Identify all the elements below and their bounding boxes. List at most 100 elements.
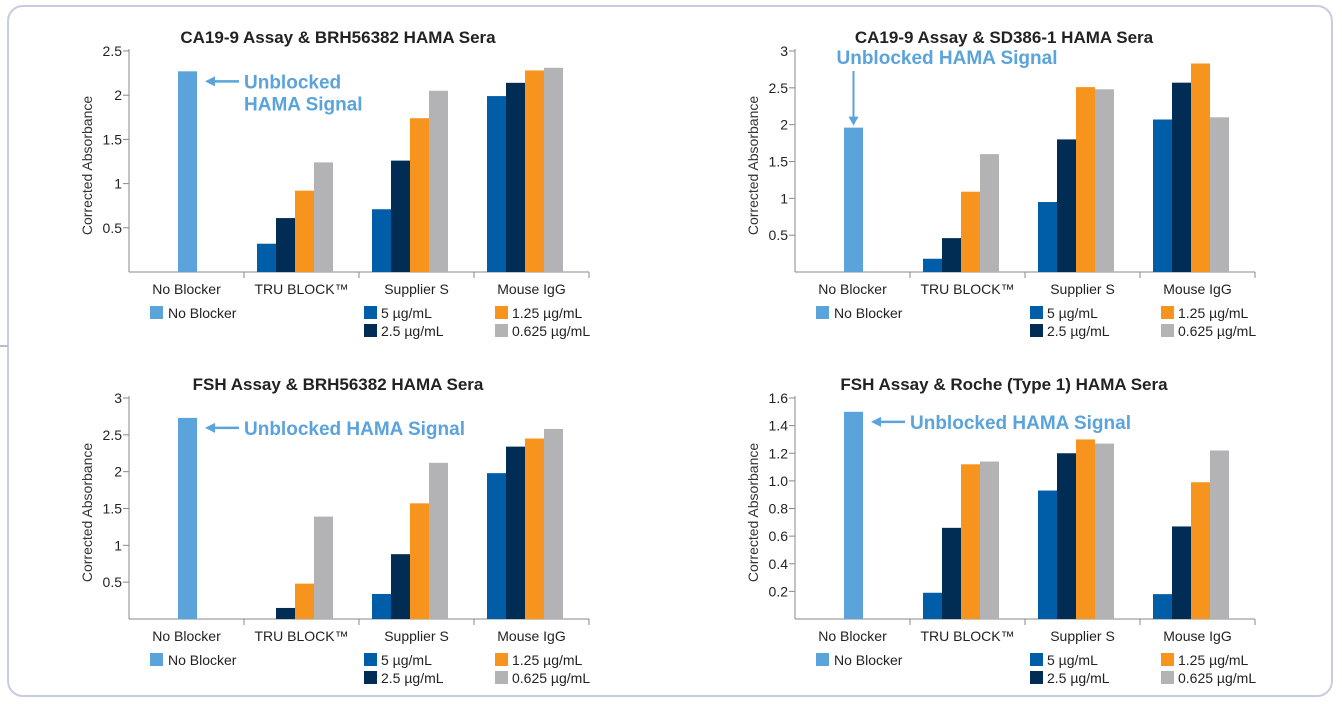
y-tick-label: 0.6 [769, 528, 789, 544]
bar-trublock-series-2 [942, 238, 961, 272]
legend-swatch-series-2 [1030, 324, 1043, 337]
legend-swatch-series-3 [1161, 653, 1174, 666]
legend-swatch-no-blocker [150, 653, 163, 666]
bar-trublock-series-4 [980, 461, 999, 619]
bar-supplier-s-series-4 [1095, 443, 1114, 619]
annotation-arrow-head [848, 116, 859, 126]
bar-trublock-series-1 [257, 243, 276, 272]
legend-label-series-4: 0.625 µg/mL [1178, 323, 1256, 339]
annotation-text: HAMA Signal [244, 94, 363, 115]
legend-swatch-series-3 [495, 306, 508, 319]
legend-swatch-series-1 [1030, 306, 1043, 319]
bar-mouse-igg-series-4 [544, 67, 563, 273]
y-tick-label: 1.5 [103, 501, 123, 517]
y-tick-label: 2.5 [103, 427, 123, 443]
category-label-3: Supplier S [1050, 628, 1115, 644]
legend-label-series-2: 2.5 µg/mL [381, 670, 444, 686]
bar-trublock-series-2 [942, 527, 961, 619]
legend-label-series-3: 1.25 µg/mL [1178, 652, 1249, 668]
bar-mouse-igg-series-2 [506, 446, 525, 619]
y-tick-label: 1.5 [103, 131, 123, 147]
bar-mouse-igg-series-4 [1210, 117, 1229, 272]
bar-supplier-s-series-1 [1038, 490, 1057, 619]
y-tick-label: 0.5 [769, 227, 789, 243]
bar-trublock-series-4 [314, 162, 333, 272]
bar-mouse-igg-series-2 [1172, 526, 1191, 619]
legend-label-series-1: 5 µg/mL [381, 652, 432, 668]
legend-swatch-series-4 [495, 671, 508, 684]
bar-no-blocker [844, 127, 863, 272]
y-tick-label: 1.2 [769, 445, 789, 461]
legend-swatch-series-3 [1161, 306, 1174, 319]
bar-supplier-s-series-3 [1076, 439, 1095, 619]
bar-supplier-s-series-4 [429, 90, 448, 272]
y-axis-label: Corrected Absorbance [745, 443, 761, 583]
bar-mouse-igg-series-4 [544, 428, 563, 619]
y-tick-label: 1.5 [769, 154, 789, 170]
bar-mouse-igg-series-1 [1153, 594, 1172, 619]
bar-no-blocker [844, 411, 863, 619]
category-label-3: Supplier S [384, 628, 449, 644]
category-label-4: Mouse IgG [497, 628, 565, 644]
y-tick-label: 0.4 [769, 556, 789, 572]
y-axis-label: Corrected Absorbance [745, 96, 761, 236]
bar-trublock-series-1 [923, 592, 942, 619]
annotation-text: Unblocked HAMA Signal [244, 419, 465, 440]
legend-label-series-3: 1.25 µg/mL [1178, 305, 1249, 321]
legend-label-no-blocker: No Blocker [168, 652, 237, 668]
chart-legend: No Blocker 5 µg/mL 2.5 µg/mL 1.25 µg/mL 0.62… [150, 652, 590, 686]
y-tick-label: 0.5 [103, 574, 123, 590]
legend-swatch-no-blocker [150, 306, 163, 319]
y-tick-label: 2 [114, 464, 122, 480]
annotation-arrow-head [205, 422, 215, 433]
legend-label-series-1: 5 µg/mL [1047, 652, 1098, 668]
legend-label-no-blocker: No Blocker [834, 652, 903, 668]
bar-supplier-s-series-2 [391, 554, 410, 619]
y-tick-label: 0.8 [769, 501, 789, 517]
bar-supplier-s-series-1 [1038, 202, 1057, 272]
bar-trublock-series-4 [980, 154, 999, 272]
annotation-arrow-head [205, 76, 215, 87]
y-tick-label: 1.4 [769, 418, 789, 434]
legend-swatch-no-blocker [816, 653, 829, 666]
y-tick-label: 2 [780, 117, 788, 133]
bar-mouse-igg-series-3 [1191, 63, 1210, 273]
legend-label-series-4: 0.625 µg/mL [512, 323, 590, 339]
legend-label-series-2: 2.5 µg/mL [1047, 670, 1110, 686]
category-label-1: No Blocker [818, 628, 887, 644]
bar-trublock-series-3 [961, 464, 980, 619]
legend-swatch-series-1 [364, 653, 377, 666]
y-tick-label: 2.5 [769, 80, 789, 96]
bar-trublock-series-3 [961, 191, 980, 272]
annotation-text: Unblocked [244, 72, 341, 93]
category-label-2: TRU BLOCK™ [920, 281, 1014, 297]
annotation-text: Unblocked HAMA Signal [910, 413, 1131, 434]
y-tick-label: 2.5 [103, 43, 123, 59]
bar-mouse-igg-series-3 [525, 438, 544, 619]
chart-panel-4: FSH Assay & Roche (Type 1) HAMA Sera Corr… [745, 375, 1256, 686]
category-label-2: TRU BLOCK™ [254, 628, 348, 644]
bar-supplier-s-series-1 [372, 209, 391, 272]
category-label-1: No Blocker [152, 281, 221, 297]
chart-title: CA19-9 Assay & SD386-1 HAMA Sera [855, 28, 1154, 47]
bar-no-blocker [178, 417, 197, 619]
frame-side-tick [0, 345, 8, 347]
bar-mouse-igg-series-3 [1191, 482, 1210, 619]
annotation-text: Unblocked HAMA Signal [837, 48, 1058, 69]
bar-mouse-igg-series-2 [506, 82, 525, 272]
legend-swatch-series-1 [1030, 653, 1043, 666]
bar-no-blocker [178, 71, 197, 272]
chart-legend: No Blocker 5 µg/mL 2.5 µg/mL 1.25 µg/mL 0.62… [816, 652, 1256, 686]
annotation-arrow-head [871, 416, 881, 427]
y-axis-label: Corrected Absorbance [79, 443, 95, 583]
legend-swatch-series-2 [364, 671, 377, 684]
y-tick-label: 1 [114, 537, 122, 553]
legend-label-series-1: 5 µg/mL [381, 305, 432, 321]
legend-label-series-2: 2.5 µg/mL [381, 323, 444, 339]
category-label-4: Mouse IgG [497, 281, 565, 297]
chart-title: CA19-9 Assay & BRH56382 HAMA Sera [180, 28, 496, 47]
legend-swatch-no-blocker [816, 306, 829, 319]
bar-trublock-series-4 [314, 516, 333, 619]
category-label-3: Supplier S [384, 281, 449, 297]
